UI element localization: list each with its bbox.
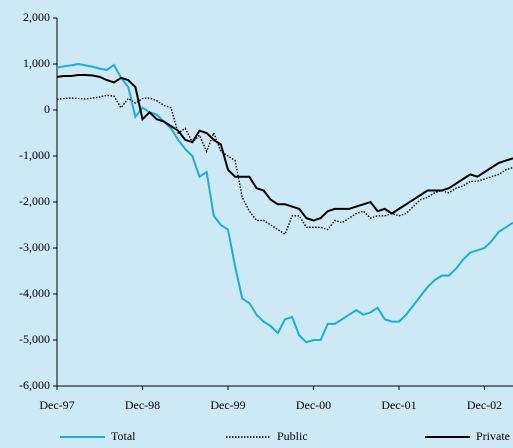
y-tick-label: -4,000	[19, 286, 50, 300]
x-tick-label: Dec-98	[125, 398, 160, 412]
y-tick-label: -2,000	[19, 194, 50, 208]
series-line	[56, 94, 513, 236]
y-tick-label: -1,000	[19, 148, 50, 162]
x-tick-label: Dec-01	[381, 398, 416, 412]
series-line	[56, 74, 513, 222]
legend-label: Public	[277, 429, 308, 443]
y-tick-label: -3,000	[19, 240, 50, 254]
x-tick-label: Dec-02	[467, 398, 502, 412]
y-tick-label: -5,000	[19, 332, 50, 346]
x-tick-label: Dec-00	[296, 398, 331, 412]
x-tick-label: Dec-99	[210, 398, 245, 412]
legend-label: Total	[111, 429, 136, 443]
y-tick-label: 1,000	[23, 56, 50, 70]
y-tick-label: 0	[44, 102, 50, 116]
series-line	[56, 62, 513, 344]
y-tick-label: 2,000	[23, 10, 50, 24]
y-tick-label: -6,000	[19, 378, 50, 392]
x-tick-label: Dec-97	[39, 398, 74, 412]
legend-label: Private	[476, 429, 510, 443]
